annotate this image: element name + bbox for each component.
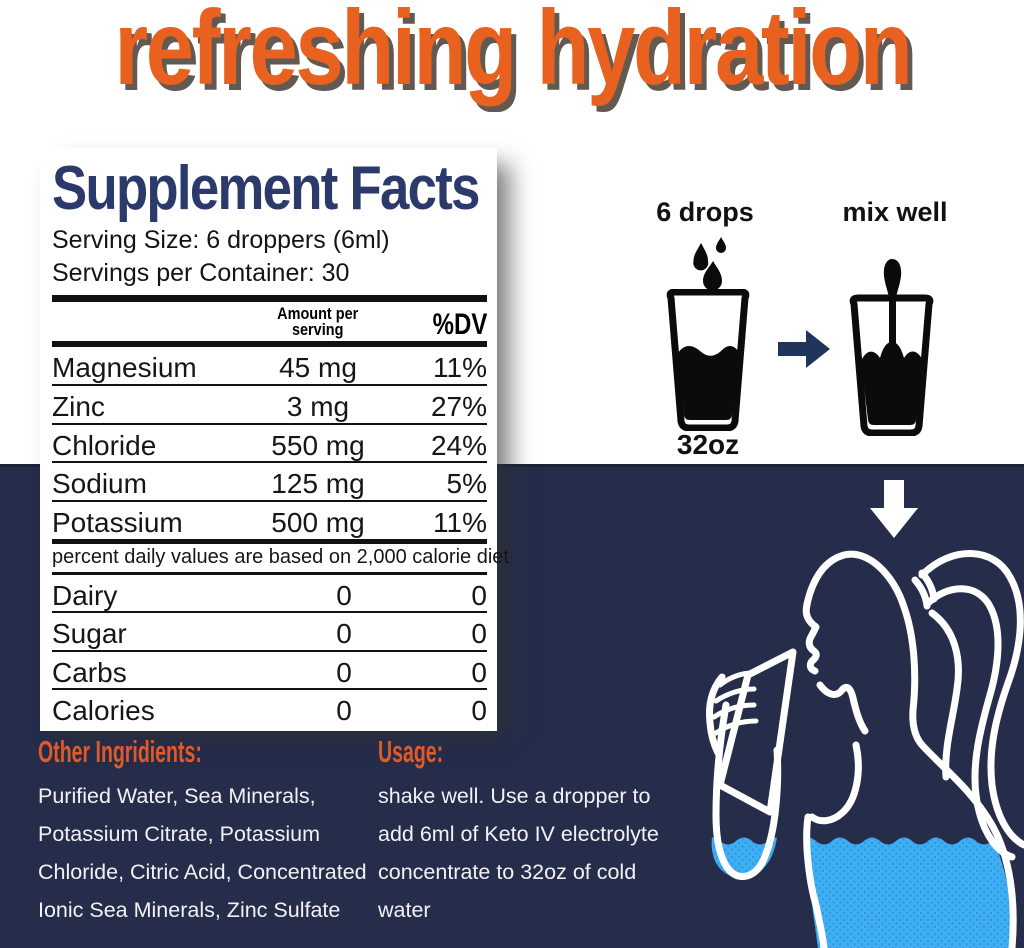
serving-info: Serving Size: 6 droppers (6ml) Servings … [52, 224, 487, 290]
arrow-right-icon [778, 330, 830, 368]
usage-heading: Usage: [378, 734, 444, 769]
table-row: Potassium 500 mg 11% [52, 500, 487, 539]
table-row: Sodium 125 mg 5% [52, 461, 487, 500]
page-title: refreshing hydration [0, 0, 1024, 104]
serving-size: Serving Size: 6 droppers (6ml) [52, 226, 390, 254]
table-row: Chloride 550 mg 24% [52, 422, 487, 462]
supplement-facts-panel: Supplement Facts Serving Size: 6 dropper… [40, 148, 509, 731]
usage-text: shake well. Use a dropper to add 6ml of … [378, 784, 659, 922]
table-row: Zinc 3 mg 27% [52, 383, 487, 423]
stir-glass-icon [849, 259, 934, 436]
arrow-down-icon [870, 480, 918, 538]
table-row: Calories 0 0 [52, 688, 487, 727]
table-row: Dairy 0 0 [52, 571, 487, 611]
drops-icon [693, 237, 726, 291]
other-ingredients-heading: Other Ingridients: [38, 734, 202, 769]
page-title-text: refreshing hydration [114, 0, 912, 107]
table-row: Magnesium 45 mg 11% [52, 345, 487, 384]
supplement-facts-heading: Supplement Facts [52, 154, 480, 223]
column-header-amount: Amount per serving [277, 304, 359, 339]
table-header-row: Amount per serving %DV [52, 302, 487, 345]
column-header-dv: %DV [432, 308, 487, 341]
step1-label: 6 drops [656, 197, 754, 227]
other-ingredients-section: Other Ingridients: Purified Water, Sea M… [38, 735, 368, 929]
hand-fingers [711, 670, 759, 736]
divider-bar [52, 295, 487, 302]
other-ingredients-text: Purified Water, Sea Minerals, Potassium … [38, 784, 367, 922]
step2-label: mix well [842, 197, 948, 227]
table-row: Carbs 0 0 [52, 649, 487, 689]
glass-icon [666, 289, 750, 431]
table-row: Sugar 0 0 [52, 610, 487, 650]
figure-outline [706, 550, 1024, 948]
woman-drinking-illustration [706, 550, 1024, 948]
daily-values-footnote: percent daily values are based on 2,000 … [52, 538, 509, 572]
water-fill [711, 837, 1013, 948]
usage-section: Usage: shake well. Use a dropper to add … [378, 735, 690, 929]
servings-per-container: Servings per Container: 30 [52, 259, 350, 287]
glass-size-label: 32oz [676, 429, 740, 460]
